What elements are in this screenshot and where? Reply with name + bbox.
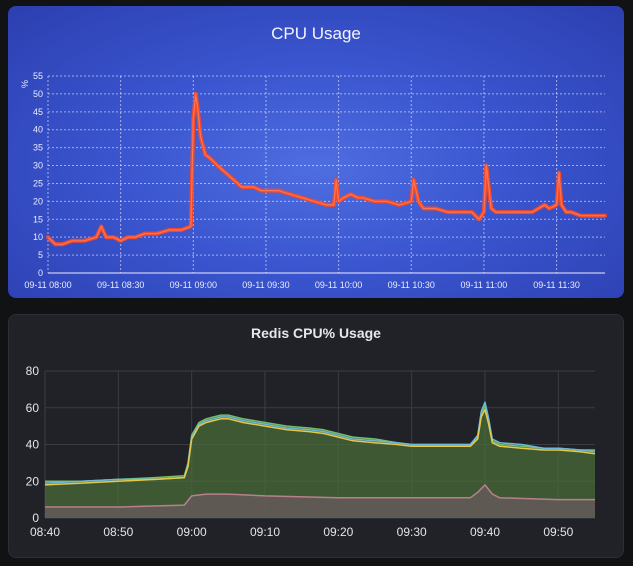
y-tick-label: 15 xyxy=(33,214,43,224)
y-tick-label: 20 xyxy=(26,474,40,488)
x-tick-label: 09:00 xyxy=(177,525,207,539)
y-tick-label: 20 xyxy=(33,196,43,206)
y-tick-label: 80 xyxy=(26,364,40,378)
redis-cpu-panel: Redis CPU% Usage 0 20 40 60 80 08:40 08:50 09:0… xyxy=(8,314,624,558)
y-tick-label: 10 xyxy=(33,232,43,242)
redis-series-line xyxy=(45,484,595,508)
x-tick-label: 09:50 xyxy=(543,525,573,539)
redis-series-area xyxy=(45,405,595,518)
x-tick-label: 09-11 09:00 xyxy=(170,280,217,290)
x-tick-label: 08:50 xyxy=(103,525,133,539)
redis-series-line xyxy=(44,408,596,486)
x-tick-label: 09-11 10:30 xyxy=(388,280,435,290)
y-tick-label: 30 xyxy=(33,161,43,171)
y-tick-label: 40 xyxy=(26,438,40,452)
cpu-usage-chart: 0 5 10 15 20 25 30 35 40 45 50 55 09-11 08:00 09-11 0… xyxy=(20,71,607,290)
redis-series-area xyxy=(45,484,595,518)
y-tick-label: 25 xyxy=(33,178,43,188)
y-tick-label: 45 xyxy=(33,107,43,117)
x-tick-label: 09-11 09:30 xyxy=(242,280,289,290)
x-tick-label: 09-11 11:30 xyxy=(533,280,580,290)
x-tick-label: 09-11 08:00 xyxy=(24,280,71,290)
y-tick-label: 35 xyxy=(33,143,43,153)
x-tick-label: 09-11 10:00 xyxy=(315,280,362,290)
y-tick-label: 40 xyxy=(33,125,43,135)
cpu-series-line xyxy=(46,91,607,247)
cpu-usage-panel: CPU Usage 0 5 10 15 20 25 30 35 40 45 50 55 09-11 08… xyxy=(8,6,624,298)
redis-cpu-chart: 0 20 40 60 80 08:40 08:50 09:00 09:10 09:20 09:30 0… xyxy=(26,364,596,539)
y-tick-label: 55 xyxy=(33,71,43,81)
x-tick-label: 09:10 xyxy=(250,525,280,539)
y-tick-label: 0 xyxy=(32,511,39,525)
y-tick-label: 0 xyxy=(38,268,43,278)
x-tick-label: 09:40 xyxy=(470,525,500,539)
redis-chart-title: Redis CPU% Usage xyxy=(251,325,381,341)
y-tick-label: 60 xyxy=(26,401,40,415)
x-tick-label: 08:40 xyxy=(30,525,60,539)
x-tick-label: 09-11 08:30 xyxy=(97,280,144,290)
cpu-series-line-highlight xyxy=(47,93,605,245)
x-tick-label: 09:20 xyxy=(323,525,353,539)
x-tick-label: 09-11 11:00 xyxy=(461,280,508,290)
y-tick-label: 5 xyxy=(38,250,43,260)
y-axis-label: % xyxy=(20,80,30,88)
x-tick-label: 09:30 xyxy=(397,525,427,539)
cpu-chart-title: CPU Usage xyxy=(271,24,361,43)
y-tick-label: 50 xyxy=(33,89,43,99)
